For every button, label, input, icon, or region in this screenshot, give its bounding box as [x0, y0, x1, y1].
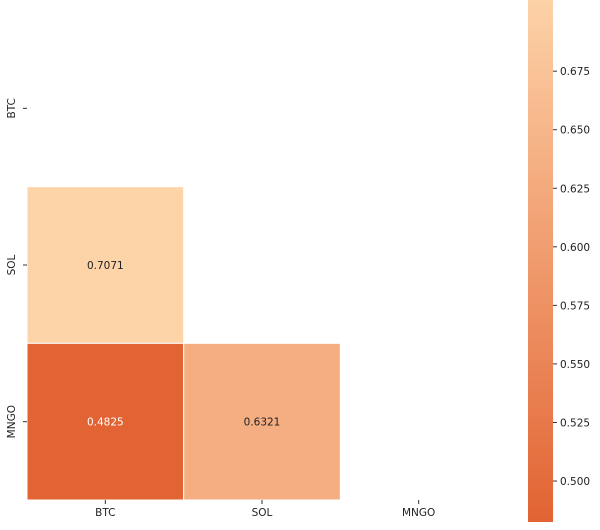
colorbar-tick-label: 0.650 — [560, 125, 590, 137]
y-tick-label: MNGO — [6, 405, 18, 438]
colorbar-tick-label: 0.500 — [560, 476, 590, 488]
x-tick-label: BTC — [95, 507, 115, 519]
colorbar-tick-label: 0.550 — [560, 359, 590, 371]
x-tick-label: MNGO — [402, 507, 435, 519]
colorbar-tick-label: 0.600 — [560, 242, 590, 254]
heatmap-cell-sol-btc — [26, 186, 185, 344]
colorbar-tick-label: 0.575 — [560, 300, 590, 312]
cell-value-label: 0.4825 — [87, 417, 124, 429]
x-tick-label: SOL — [252, 507, 273, 519]
heatmap-cell-mngo-sol — [183, 342, 341, 501]
cell-value-label: 0.7071 — [87, 260, 124, 272]
x-axis: BTC SOL MNGO — [95, 500, 435, 519]
colorbar-tick-label: 0.625 — [560, 183, 590, 195]
y-tick-label: SOL — [6, 254, 18, 275]
colorbar-gradient — [528, 0, 553, 522]
heatmap-cell-labels: 0.7071 0.4825 0.6321 — [87, 260, 280, 429]
colorbar: 0.500 0.525 0.550 0.575 0.600 0.625 0.650 0.675 — [528, 0, 590, 522]
colorbar-tick-label: 0.675 — [560, 66, 590, 78]
cell-value-label: 0.6321 — [244, 417, 281, 429]
y-tick-label: BTC — [6, 98, 18, 118]
heatmap-cell-mngo-btc — [26, 342, 185, 501]
colorbar-tick-label: 0.525 — [560, 417, 590, 429]
heatmap-cells — [26, 186, 341, 501]
y-axis: BTC SOL MNGO — [6, 98, 27, 438]
